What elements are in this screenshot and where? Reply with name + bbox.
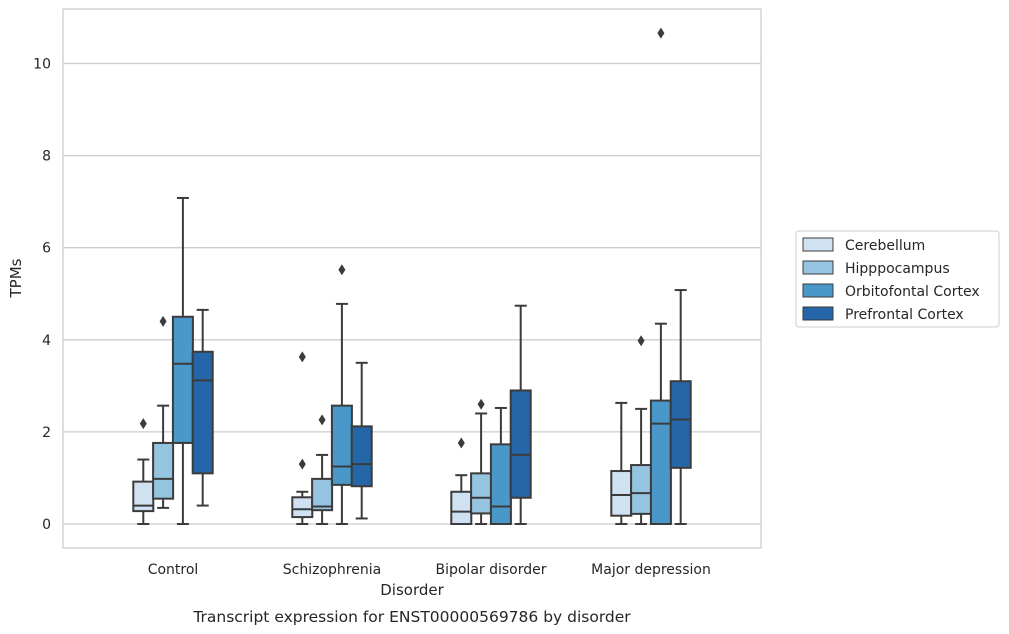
legend-swatch: [802, 283, 834, 298]
box: [350, 425, 373, 488]
box-plot: [152, 315, 175, 509]
outlier-point: [298, 351, 306, 363]
y-tick-label: 4: [42, 333, 51, 349]
outlier-point: [657, 27, 665, 39]
outlier-point: [477, 398, 485, 410]
x-axis-label: Disorder: [380, 581, 444, 599]
x-tick-label: Bipolar disorder: [435, 562, 546, 578]
box: [669, 380, 692, 469]
box-plot: [171, 196, 194, 525]
box: [311, 477, 334, 512]
plot-area: [63, 9, 761, 548]
box: [152, 441, 175, 500]
box: [291, 496, 314, 519]
legend-label: Cerebellum: [845, 238, 925, 254]
plot-frame: [62, 8, 762, 549]
legend-swatch: [802, 237, 834, 252]
outlier-point: [159, 315, 167, 327]
y-tick-labels: 0 2 4 6 8 10: [33, 57, 51, 534]
x-tick-label: Major depression: [591, 562, 711, 578]
legend-swatch: [802, 306, 834, 321]
box: [509, 389, 532, 499]
box-plot: [630, 335, 653, 525]
box-plot: [291, 351, 314, 525]
outlier-point: [298, 458, 306, 470]
y-tick-label: 2: [42, 425, 51, 441]
x-tick-labels: Control Schizophrenia Bipolar disorder Majo…: [148, 562, 711, 578]
box-plot: [191, 308, 214, 507]
y-axis-label: TPMs: [7, 258, 25, 298]
box: [450, 490, 473, 526]
box-plot: [311, 414, 334, 525]
box-plot: [350, 361, 373, 520]
outlier-point: [318, 414, 326, 426]
box: [191, 350, 214, 475]
box: [610, 470, 633, 517]
box: [470, 472, 493, 515]
box-plots: [132, 27, 692, 526]
chart-caption: Transcript expression for ENST0000056978…: [192, 608, 631, 626]
y-tick-label: 8: [42, 149, 51, 165]
box: [330, 404, 353, 486]
legend-label: Prefrontal Cortex: [845, 307, 964, 323]
box-plot: [132, 418, 155, 525]
box-plot: [450, 437, 473, 526]
outlier-point: [457, 437, 465, 449]
box: [649, 399, 672, 525]
legend-label: Orbitofontal Cortex: [845, 284, 980, 300]
y-tick-label: 0: [42, 517, 51, 533]
box-plot: [509, 304, 532, 525]
y-tick-label: 6: [42, 241, 51, 257]
legend: Cerebellum Hipppocampus Orbitofontal Corte…: [795, 230, 1000, 328]
legend-frame: [795, 230, 1000, 328]
box-plot: [330, 264, 353, 525]
outlier-point: [338, 264, 346, 276]
x-tick-label: Schizophrenia: [283, 562, 381, 578]
y-tick-label: 10: [33, 57, 51, 73]
x-tick-label: Control: [148, 562, 199, 578]
legend-swatch: [802, 260, 834, 275]
outlier-point: [637, 335, 645, 347]
box: [171, 315, 194, 444]
box: [630, 464, 653, 515]
outlier-point: [139, 418, 147, 430]
box-plot: [669, 289, 692, 525]
box: [132, 480, 155, 513]
legend-label: Hipppocampus: [845, 261, 950, 277]
box: [489, 443, 512, 525]
